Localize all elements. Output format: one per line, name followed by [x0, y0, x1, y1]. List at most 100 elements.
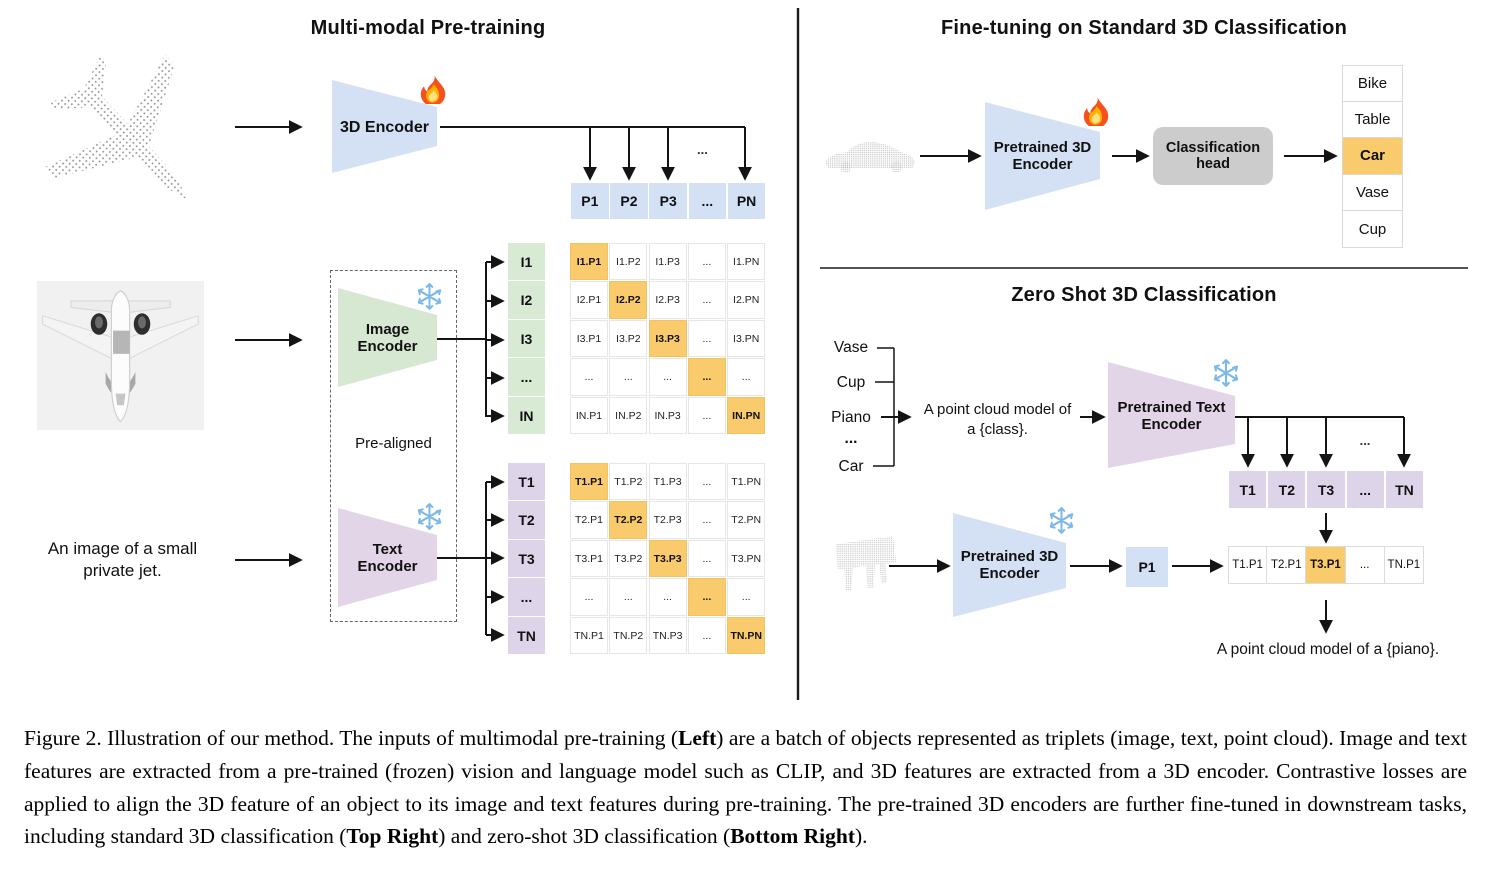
image-feature-cell: I3	[508, 319, 545, 358]
p1-feature-cell: P1	[1126, 547, 1168, 587]
image-encoder-label: Image Encoder	[338, 321, 437, 355]
similarity-cell: ...	[687, 358, 726, 396]
text-feature-cell: ...	[508, 578, 545, 616]
prompt-text-line2: a {class}.	[967, 421, 1028, 438]
zs-class-dots: ...	[844, 430, 858, 447]
caption-part4: ).	[855, 824, 868, 849]
text-encoder-shape	[338, 508, 437, 607]
zeroshot-title: Zero Shot 3D Classification	[1011, 284, 1277, 306]
text-feature-cell: T2	[508, 501, 545, 539]
pretrained-text-encoder-label: Pretrained Text Encoder	[1108, 399, 1235, 433]
similarity-cell: ...	[648, 578, 687, 616]
encoder-3d-label: 3D Encoder	[340, 119, 429, 136]
caption-part3: ) and zero-shot 3D classification (	[438, 824, 731, 849]
zs-class-cup: Cup	[836, 374, 866, 391]
encoder-3d-shape	[332, 80, 437, 173]
pretrained-3d-encoder-line1: Pretrained 3D	[993, 139, 1092, 156]
classification-head-line1: Classification	[1165, 140, 1261, 156]
image-text-caption-line1: An image of a small	[47, 539, 198, 558]
similarity-cell: ...	[727, 578, 766, 616]
finetune-title: Fine-tuning on Standard 3D Classificatio…	[940, 17, 1347, 39]
snowflake-icon	[417, 503, 442, 530]
p-feature-cell: P3	[649, 183, 687, 219]
t-feature-cell: T1	[1229, 471, 1267, 508]
zs-class-car: Car	[838, 458, 864, 475]
snowflake-icon	[417, 283, 442, 310]
pretrained-text-encoder-line1: Pretrained Text	[1117, 399, 1226, 416]
t-feature-row: T1 T2 T3... TN	[1229, 471, 1424, 508]
pretrained-3d-encoder-line2: Encoder	[1012, 156, 1073, 173]
similarity-cell: I2.PN	[727, 281, 766, 319]
p-feature-row: P1 P2 P3... PN	[571, 183, 766, 219]
snowflake-icon	[1213, 359, 1239, 387]
jet-render	[42, 290, 199, 423]
zeroshot-result-text: A point cloud model of a {piano}.	[1216, 641, 1440, 658]
text-point-similarity-matrix: T1.P1 T1.P2 T1.P3... T1.PN T2.P1 T2.P2 T2.P3..…	[570, 463, 766, 655]
similarity-cell: ...	[687, 616, 726, 655]
similarity-cell: ...	[570, 358, 608, 396]
similarity-cell: I1.PN	[727, 243, 766, 281]
similarity-cell: T3.P1	[570, 539, 608, 578]
similarity-cell: I3.P1	[570, 319, 608, 358]
match-cell: T1.P1	[1228, 546, 1268, 584]
point-cloud-car	[825, 142, 915, 173]
classification-head-line2: head	[1196, 156, 1230, 172]
zs-pretrained-3d-encoder-label: Pretrained 3D Encoder	[953, 548, 1066, 582]
t-feature-cell: T2	[1268, 471, 1306, 508]
similarity-cell: I1.P3	[648, 243, 687, 281]
similarity-cell: ...	[609, 358, 648, 396]
zs-pretrained-3d-encoder-line2: Encoder	[979, 565, 1040, 582]
similarity-cell: I3.PN	[727, 319, 766, 358]
pretraining-title: Multi-modal Pre-training	[310, 17, 546, 39]
pre-aligned-box	[330, 270, 457, 622]
caption-bold-bottom-right: Bottom Right	[730, 824, 856, 849]
caption-bold-top-right: Top Right	[346, 824, 439, 849]
similarity-cell: I1.P1	[570, 243, 608, 281]
text-encoder-label-line2: Encoder	[357, 558, 418, 575]
similarity-cell: I2.P1	[570, 281, 608, 319]
t-feature-cell: T3	[1307, 471, 1345, 508]
snowflake-icon	[1049, 507, 1074, 534]
image-feature-cell: I2	[508, 281, 545, 319]
fanout-dots: ...	[697, 142, 708, 157]
figure-caption: Figure 2. Illustration of our method. Th…	[24, 722, 1467, 853]
caption-part1: Figure 2. Illustration of our method. Th…	[24, 726, 679, 750]
similarity-cell: TN.PN	[727, 616, 766, 655]
text-feature-cell: T1	[508, 463, 545, 501]
zs-class-vase: Vase	[833, 339, 869, 356]
image-feature-labels: I1 I2 I3... IN	[508, 243, 545, 435]
similarity-cell: ...	[727, 358, 766, 396]
similarity-cell: I1.P2	[609, 243, 648, 281]
caption-part2: ) are a batch of objects represented as …	[24, 726, 1467, 849]
connector-lines	[235, 8, 1468, 700]
pretrained-3d-encoder-shape	[985, 102, 1100, 210]
similarity-cell: TN.P1	[570, 616, 608, 655]
image-encoder-label-line2: Encoder	[357, 338, 418, 355]
image-encoder-shape	[338, 288, 437, 387]
similarity-cell: IN.P2	[609, 396, 648, 435]
class-prediction-cell: Bike	[1342, 65, 1403, 102]
similarity-cell: I3.P2	[609, 319, 648, 358]
zs-pretrained-3d-encoder-line1: Pretrained 3D	[960, 548, 1059, 565]
class-prediction-list: Bike Table Car Vase Cup	[1342, 65, 1403, 248]
similarity-cell: ...	[687, 319, 726, 358]
similarity-cell: ...	[648, 358, 687, 396]
similarity-cell: T3.P3	[648, 539, 687, 578]
class-prediction-cell: Vase	[1342, 174, 1403, 212]
t-feature-cell: ...	[1346, 471, 1384, 508]
p-feature-cell: ...	[688, 183, 727, 219]
similarity-cell: T2.PN	[727, 501, 766, 539]
fanout-dots: ...	[1359, 433, 1371, 448]
similarity-cell: ...	[687, 578, 726, 616]
point-cloud-airplane	[44, 54, 187, 200]
class-prediction-cell: Cup	[1342, 211, 1403, 248]
image-text-caption-line2: private jet.	[83, 561, 162, 580]
text-feature-cell: TN	[508, 616, 545, 655]
pretrained-text-encoder-line2: Encoder	[1141, 416, 1202, 433]
similarity-cell: T2.P3	[648, 501, 687, 539]
match-cell: T2.P1	[1267, 546, 1307, 584]
similarity-cell: ...	[687, 243, 726, 281]
point-cloud-piano	[836, 536, 896, 592]
t-feature-cell: TN	[1385, 471, 1424, 508]
